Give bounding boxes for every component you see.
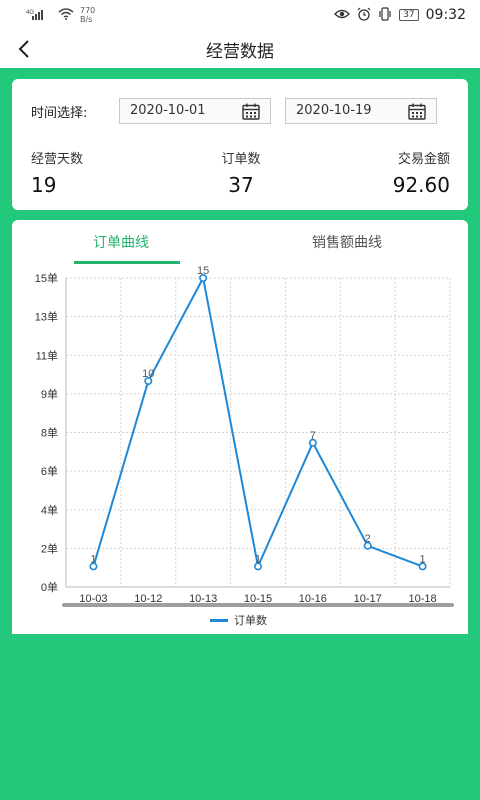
stat-orders-label: 订单数 [221, 152, 261, 167]
data-label: 1 [420, 553, 426, 565]
data-point [89, 562, 98, 571]
y-tick-label: 13单 [35, 311, 58, 324]
data-label: 7 [310, 430, 316, 442]
data-label: 10 [142, 368, 154, 380]
data-label: 1 [90, 553, 96, 565]
x-tick-label: 10-18 [409, 593, 437, 605]
y-tick-label: 15单 [35, 272, 58, 285]
vibrate-icon [378, 6, 392, 24]
legend-label: 订单数 [234, 614, 267, 627]
stat-amount-label: 交易金额 [397, 152, 450, 167]
back-arrow-icon [18, 40, 29, 58]
data-point [254, 562, 263, 571]
data-point [199, 274, 208, 283]
nav-bar: 经营数据 [0, 30, 480, 68]
end-date-value: 2020-10-19 [296, 103, 372, 118]
tab-sales-curve[interactable]: 销售额曲线 [312, 235, 382, 251]
net-speed-unit: B/s [80, 15, 93, 24]
tab-active-indicator [74, 261, 180, 264]
stat-orders: 订单数 37 [218, 148, 264, 197]
stat-orders-value: 37 [228, 173, 254, 197]
x-tick-label: 10-17 [354, 593, 382, 605]
end-date-picker[interactable]: 2020-10-19 [285, 98, 437, 124]
date-filter-row: 时间选择: 2020-10-01 2020-10-19 [31, 98, 451, 124]
x-tick-label: 10-15 [244, 593, 272, 605]
y-tick-label: 2单 [41, 542, 58, 555]
clock-time: 09:32 [425, 7, 466, 23]
calendar-icon [242, 103, 260, 120]
data-label: 1 [255, 553, 261, 565]
status-right: 37 09:32 [334, 6, 466, 24]
stat-days-label: 经营天数 [31, 152, 84, 167]
stat-days-value: 19 [31, 173, 57, 197]
x-tick-label: 10-13 [189, 593, 217, 605]
start-date-value: 2020-10-01 [130, 103, 206, 118]
eye-icon [334, 8, 351, 23]
date-filter-label: 时间选择: [31, 106, 88, 121]
alarm-icon [357, 7, 371, 24]
net-speed: 770 B/s [80, 6, 95, 24]
y-tick-label: 4单 [41, 504, 58, 517]
data-point [363, 541, 372, 550]
wifi-icon [58, 7, 74, 23]
series-line-orders [92, 275, 423, 570]
page-title: 经营数据 [206, 41, 274, 62]
net-speed-value: 770 [80, 6, 96, 15]
x-tick-label: 10-03 [79, 593, 107, 605]
calendar-icon [408, 103, 426, 120]
chart-card: 订单曲线 销售额曲线 0单 2单 4单 6单 8单 9单 11单 13单 15单 10-03 10-… [12, 220, 468, 634]
y-tick-label: 0单 [41, 581, 58, 594]
data-label: 15 [197, 265, 209, 277]
chart-scrollbar [62, 603, 454, 607]
stat-amount-value: 92.60 [392, 173, 450, 197]
chart-tabs: 订单曲线 销售额曲线 [12, 220, 468, 264]
back-button[interactable] [14, 38, 34, 60]
battery-icon: 37 [399, 9, 419, 21]
data-point [418, 562, 427, 571]
legend-swatch [210, 618, 228, 622]
signal-icon: 4G [26, 8, 52, 23]
data-label: 2 [365, 533, 371, 545]
svg-text:4G: 4G [26, 10, 34, 16]
tab-order-curve[interactable]: 订单曲线 [93, 235, 149, 251]
x-tick-label: 10-12 [134, 593, 162, 605]
data-point [308, 438, 317, 447]
y-tick-label: 8单 [41, 427, 58, 440]
y-tick-label: 6单 [41, 465, 58, 478]
y-tick-label: 11单 [36, 349, 58, 362]
status-left: 4G 770 B/s [26, 6, 95, 24]
y-tick-label: 9单 [41, 388, 58, 401]
stat-amount: 交易金额 92.60 [393, 148, 450, 197]
stat-days: 经营天数 19 [31, 148, 83, 197]
summary-card: 时间选择: 2020-10-01 2020-10-19 [12, 79, 468, 210]
status-bar: 4G 770 B/s [0, 0, 480, 30]
start-date-picker[interactable]: 2020-10-01 [119, 98, 271, 124]
order-line-chart[interactable]: 0单 2单 4单 6单 8单 9单 11单 13单 15单 10-03 10-12 10-13 10-1… [12, 264, 468, 610]
x-tick-label: 10-16 [299, 593, 327, 605]
chart-legend: 订单数 [210, 612, 267, 628]
data-point [144, 377, 153, 386]
